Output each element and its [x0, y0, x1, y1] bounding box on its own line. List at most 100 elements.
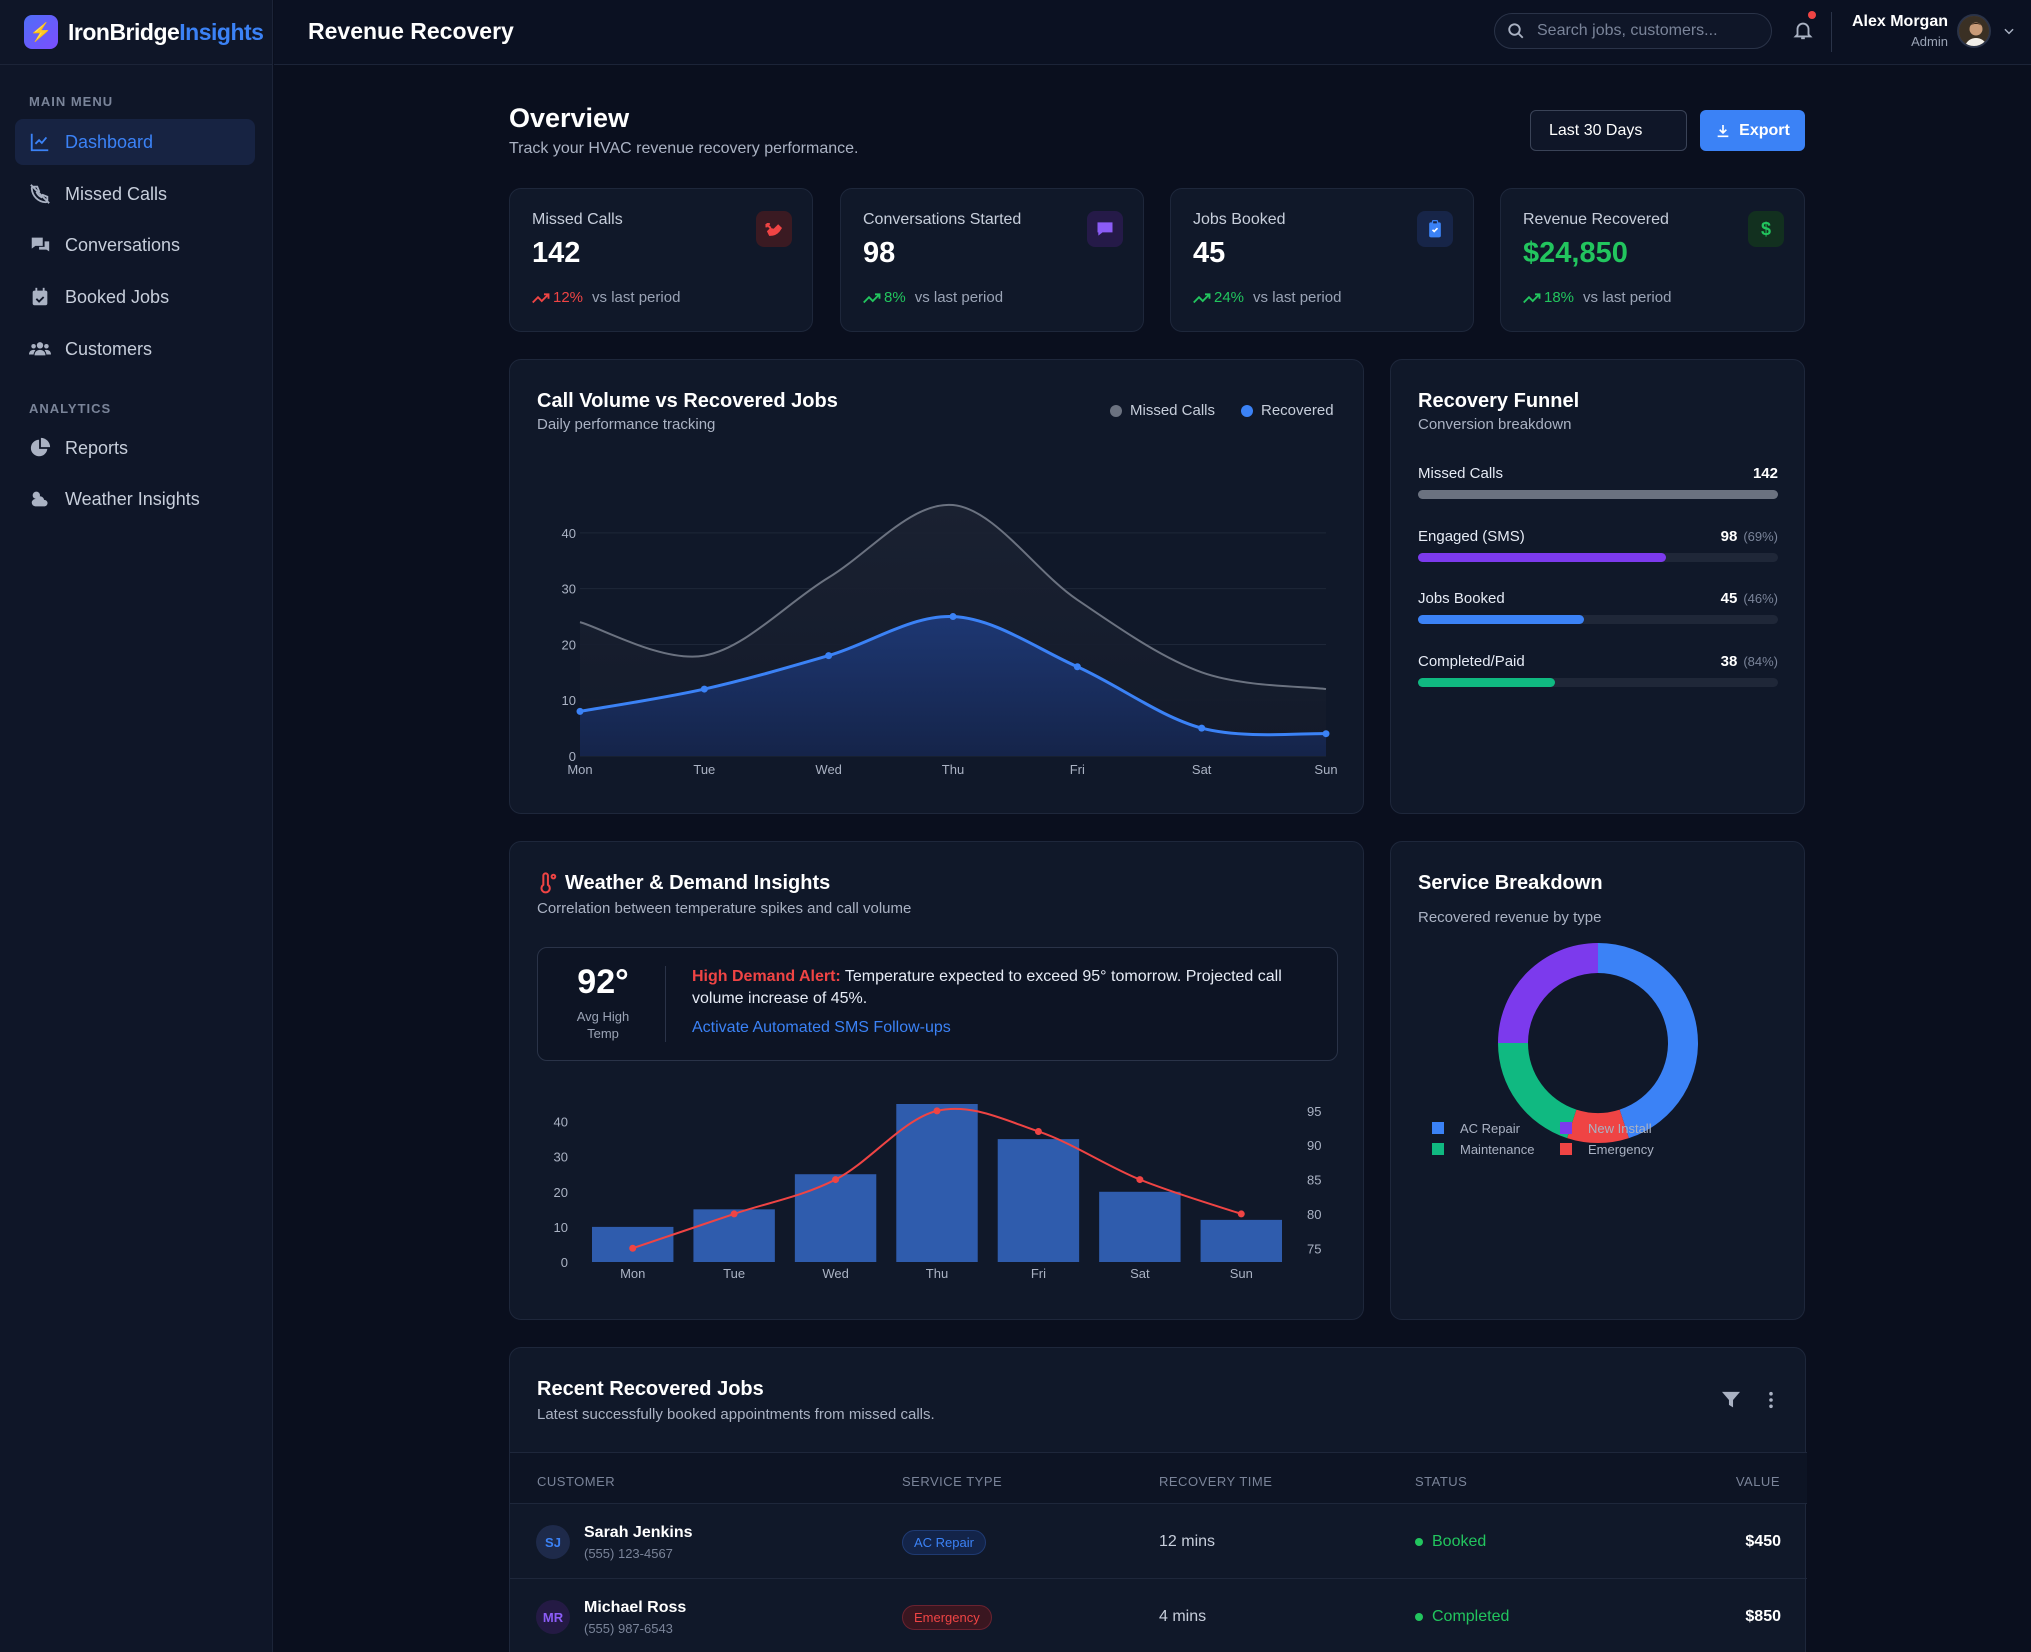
kpi-card-revenue: Revenue Recovered $24,850 18% vs last per…: [1500, 188, 1805, 332]
filter-icon[interactable]: [1721, 1391, 1741, 1409]
legend-swatch: [1560, 1122, 1572, 1134]
card-subtitle: Conversion breakdown: [1418, 416, 1572, 433]
legend-swatch: [1432, 1122, 1444, 1134]
avatar[interactable]: [1957, 14, 1991, 48]
table-row[interactable]: SJ Sarah Jenkins (555) 123-4567 AC Repai…: [510, 1504, 1807, 1579]
search-box[interactable]: [1494, 13, 1772, 49]
chevron-down-icon[interactable]: [2002, 24, 2016, 38]
divider: [1831, 12, 1832, 52]
demand-alert: 92° Avg High Temp High Demand Alert: Tem…: [537, 947, 1338, 1061]
column-header-recovery-time[interactable]: RECOVERY TIME: [1159, 1474, 1273, 1489]
funnel-value: 98 (69%): [1720, 528, 1778, 545]
column-header-status[interactable]: STATUS: [1415, 1474, 1468, 1489]
x-tick-label: Fri: [1031, 1266, 1046, 1281]
kpi-trend: 24% vs last period: [1193, 289, 1341, 306]
funnel-track: [1418, 553, 1778, 562]
users-icon: [29, 342, 51, 356]
trend-up-icon: [1523, 292, 1541, 303]
sidebar-item-conversations[interactable]: Conversations: [15, 222, 255, 268]
customer-name: Sarah Jenkins: [584, 1524, 693, 1541]
column-header-customer[interactable]: CUSTOMER: [537, 1474, 616, 1489]
divider: [665, 966, 666, 1042]
sidebar-item-weather-insights[interactable]: Weather Insights: [15, 476, 255, 522]
card-subtitle: Daily performance tracking: [537, 416, 716, 433]
series-area-missed-calls: [580, 504, 1326, 756]
table-row[interactable]: MR Michael Ross (555) 987-6543 Emergency…: [510, 1579, 1807, 1652]
legend-missed-calls[interactable]: Missed Calls: [1110, 402, 1215, 419]
y-tick-label: 10: [562, 693, 576, 708]
weather-card: Weather & Demand Insights Correlation be…: [509, 841, 1364, 1320]
data-point: [1073, 663, 1081, 671]
kpi-card-conversations: Conversations Started 98 8% vs last perio…: [840, 188, 1144, 332]
kpi-label: Missed Calls: [532, 211, 623, 228]
sidebar: ⚡ IronBridgeInsights MAIN MENU Dashboard…: [0, 0, 273, 1652]
donut-slice-maintenance: [1498, 1043, 1577, 1139]
card-title: Call Volume vs Recovered Jobs: [537, 390, 838, 412]
brand[interactable]: ⚡ IronBridgeInsights: [0, 0, 272, 65]
recent-jobs-card: Recent Recovered Jobs Latest successfull…: [509, 1347, 1807, 1652]
topbar: Revenue Recovery Alex Morgan Admin: [274, 0, 2031, 65]
customer-name: Michael Ross: [584, 1599, 687, 1616]
data-point: [576, 707, 584, 715]
x-tick-label: Wed: [815, 762, 842, 777]
search-icon: [1508, 23, 1524, 39]
column-header-service-type[interactable]: SERVICE TYPE: [902, 1474, 1003, 1489]
legend-label: AC Repair: [1460, 1121, 1521, 1136]
sidebar-item-label: Dashboard: [65, 131, 154, 152]
more-vertical-icon[interactable]: [1767, 1391, 1775, 1409]
donut-slice-emergency: [1567, 1109, 1629, 1143]
service-tag: AC Repair: [902, 1530, 986, 1555]
x-tick-label: Sat: [1130, 1266, 1150, 1281]
export-label: Export: [1739, 121, 1790, 139]
sidebar-item-booked-jobs[interactable]: Booked Jobs: [15, 274, 255, 320]
series-line-recovered: [579, 615, 1327, 737]
sidebar-item-label: Reports: [65, 437, 129, 458]
date-range-button[interactable]: Last 30 Days: [1530, 110, 1687, 151]
bell-icon[interactable]: [1792, 18, 1814, 42]
data-point: [825, 652, 833, 660]
thermometer-icon: [540, 872, 557, 894]
legend-label: Maintenance: [1460, 1142, 1534, 1157]
sidebar-item-customers[interactable]: Customers: [15, 326, 255, 372]
y-tick-label: 10: [554, 1220, 568, 1235]
y-tick-label: 20: [562, 637, 576, 652]
user-name[interactable]: Alex Morgan: [1851, 13, 1948, 30]
phone-slash-icon: [30, 184, 50, 204]
column-header-value[interactable]: VALUE: [1735, 1474, 1780, 1489]
y-tick-label: 0: [561, 1255, 568, 1270]
sidebar-item-missed-calls[interactable]: Missed Calls: [15, 171, 255, 217]
bar: [592, 1226, 674, 1262]
legend-recovered[interactable]: Recovered: [1241, 402, 1334, 419]
x-tick-label: Tue: [723, 1266, 745, 1281]
x-tick-label: Tue: [693, 762, 715, 777]
x-tick-label: Thu: [942, 762, 964, 777]
legend-swatch: [1560, 1143, 1572, 1155]
activate-sms-link[interactable]: Activate Automated SMS Follow-ups: [692, 1019, 951, 1036]
page-title: Revenue Recovery: [308, 18, 514, 44]
brand-name: IronBridgeInsights: [68, 18, 264, 45]
sidebar-item-dashboard[interactable]: Dashboard: [15, 119, 255, 165]
kpi-card-jobs-booked: Jobs Booked 45 24% vs last period: [1170, 188, 1474, 332]
export-button[interactable]: Export: [1700, 110, 1805, 151]
temperature-label: Avg High Temp: [576, 1009, 630, 1041]
card-title: Service Breakdown: [1418, 872, 1603, 894]
y2-tick-label: 75: [1307, 1241, 1321, 1256]
bar: [1200, 1219, 1282, 1262]
search-input[interactable]: [1537, 22, 1747, 40]
sidebar-item-reports[interactable]: Reports: [15, 425, 255, 471]
trend-up-icon: [1193, 292, 1211, 303]
temperature-point: [730, 1210, 738, 1218]
cloud-sun-icon: [31, 491, 48, 507]
y2-tick-label: 95: [1307, 1104, 1321, 1119]
message-icon: [1087, 211, 1123, 247]
service-breakdown-card: Service Breakdown Recovered revenue by t…: [1390, 841, 1805, 1320]
y2-tick-label: 85: [1307, 1173, 1321, 1188]
call-volume-card: Call Volume vs Recovered Jobs Daily perf…: [509, 359, 1364, 814]
legend-swatch: [1432, 1143, 1444, 1155]
funnel-label: Engaged (SMS): [1418, 528, 1525, 545]
kpi-trend: 12% vs last period: [532, 289, 680, 306]
kpi-value: 98: [863, 237, 896, 269]
job-value: $450: [1745, 1533, 1781, 1550]
sidebar-item-label: Customers: [65, 338, 153, 359]
funnel-label: Jobs Booked: [1418, 590, 1505, 607]
